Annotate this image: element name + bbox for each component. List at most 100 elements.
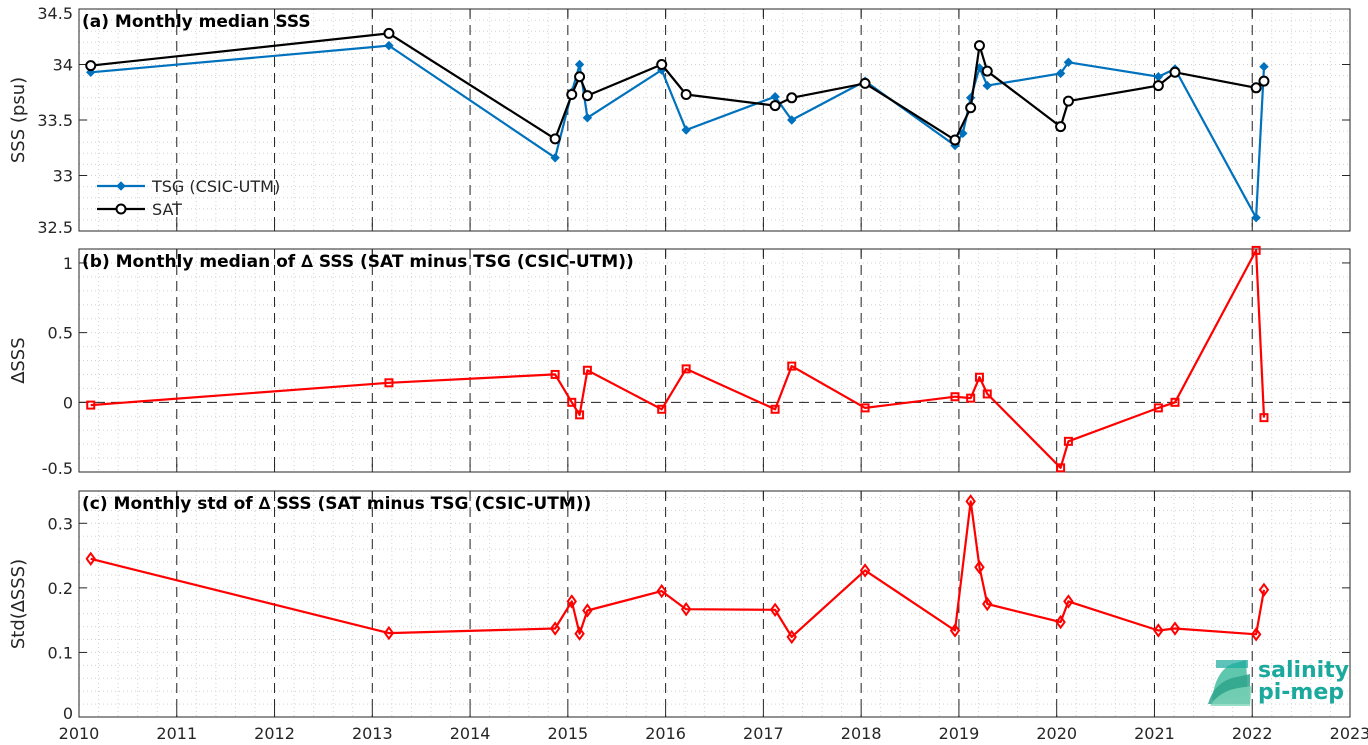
y-tick-label: 0.1 bbox=[48, 643, 73, 662]
data-point bbox=[384, 378, 394, 388]
data-point bbox=[981, 65, 993, 77]
data-point bbox=[786, 92, 798, 104]
data-point bbox=[383, 27, 395, 39]
x-tick-label: 2022 bbox=[1232, 724, 1273, 743]
data-point bbox=[965, 494, 976, 509]
data-point bbox=[575, 410, 585, 420]
data-point bbox=[1251, 212, 1261, 223]
data-point bbox=[567, 397, 577, 407]
y-tick-label: 0.5 bbox=[48, 324, 73, 343]
data-point bbox=[982, 389, 992, 399]
data-point bbox=[1259, 62, 1269, 72]
data-point bbox=[1170, 397, 1180, 407]
panel-title: (b) Monthly median of ∆ SSS (SAT minus T… bbox=[82, 252, 634, 272]
logo-mark-icon bbox=[1208, 660, 1252, 706]
x-tick-label: 2019 bbox=[939, 724, 980, 743]
data-point bbox=[85, 60, 97, 72]
minor-grid bbox=[79, 8, 1350, 232]
x-tick-label: 2014 bbox=[450, 724, 491, 743]
legend: TSG (CSIC-UTM) SAT bbox=[97, 177, 280, 219]
panel-2: -0.5 0 0.5 1 ∆SSS (b) Monthly median of ∆ SSS… bbox=[8, 245, 1351, 478]
x-tick-labels: 2010 2011 2012 2013 2014 2015 2016 2017 2018 2019… bbox=[59, 724, 1368, 743]
series-2 bbox=[85, 27, 1270, 146]
y-tick-label: 32.5 bbox=[37, 218, 73, 237]
data-point bbox=[1063, 594, 1074, 609]
y-tick-label: 33 bbox=[53, 167, 73, 186]
y-axis-label: SSS (psu) bbox=[8, 77, 29, 163]
series-1 bbox=[85, 494, 1270, 645]
series-1 bbox=[86, 245, 1269, 473]
axes-box bbox=[78, 490, 1351, 718]
data-point bbox=[958, 128, 968, 139]
y-tick-label: 34 bbox=[53, 56, 73, 75]
y-axis-label: Std(∆SSS) bbox=[8, 559, 29, 649]
logo-line2: pi-mep bbox=[1258, 680, 1344, 705]
data-point bbox=[950, 392, 960, 402]
y-tick-label: -0.5 bbox=[42, 459, 73, 478]
data-point bbox=[1063, 436, 1073, 446]
x-tick-label: 2010 bbox=[59, 724, 100, 743]
data-point bbox=[681, 125, 691, 135]
data-point bbox=[574, 626, 585, 641]
data-point bbox=[1169, 621, 1181, 636]
data-point bbox=[1250, 82, 1262, 94]
data-point bbox=[769, 100, 781, 112]
x-tick-label: 2011 bbox=[156, 724, 197, 743]
data-point bbox=[1258, 75, 1270, 87]
data-point bbox=[859, 563, 871, 578]
y-tick-label: 34.5 bbox=[37, 4, 73, 23]
series-line bbox=[90, 500, 1266, 639]
logo-line1: salinity bbox=[1258, 658, 1349, 683]
x-tick-label: 2020 bbox=[1036, 724, 1077, 743]
y-tick-label: 1 bbox=[63, 254, 73, 273]
y-tick-label: 0.2 bbox=[48, 579, 73, 598]
data-point bbox=[1251, 245, 1261, 255]
legend-marker bbox=[115, 203, 127, 215]
y-tick-label: 0 bbox=[63, 393, 73, 412]
data-point bbox=[982, 596, 993, 612]
data-point bbox=[1055, 614, 1066, 630]
minor-grid bbox=[79, 491, 1350, 718]
data-point bbox=[1250, 627, 1262, 642]
data-point bbox=[574, 71, 586, 83]
x-tick-label: 2016 bbox=[645, 724, 686, 743]
data-point bbox=[384, 40, 394, 51]
data-point bbox=[1259, 413, 1269, 423]
data-point bbox=[86, 400, 96, 410]
data-point bbox=[949, 134, 961, 146]
data-point bbox=[974, 372, 984, 382]
data-point bbox=[550, 153, 560, 163]
series-line bbox=[90, 249, 1266, 469]
x-tick-label: 2023 bbox=[1330, 724, 1368, 743]
data-point bbox=[656, 583, 667, 599]
x-tick-label: 2015 bbox=[547, 724, 588, 743]
data-point bbox=[383, 625, 395, 641]
x-tick-label: 2012 bbox=[254, 724, 295, 743]
panel-1: 32.5 33 33.5 34 34.5 SSS (psu) (a) Monthly med… bbox=[8, 4, 1351, 237]
x-tick-label: 2013 bbox=[352, 724, 393, 743]
data-point bbox=[786, 629, 797, 645]
salinity-pi-mep-logo: salinity pi-mep bbox=[1208, 658, 1349, 706]
legend-label: TSG (CSIC-UTM) bbox=[151, 177, 280, 196]
data-point bbox=[1062, 95, 1074, 107]
data-point bbox=[1153, 72, 1164, 82]
panel-title: (c) Monthly std of ∆ SSS (SAT minus TSG … bbox=[82, 494, 591, 514]
data-point bbox=[574, 59, 585, 70]
data-point bbox=[949, 623, 961, 638]
data-point bbox=[1056, 463, 1066, 473]
data-point bbox=[566, 88, 578, 100]
data-point bbox=[1153, 403, 1163, 413]
minor-grid bbox=[79, 248, 1350, 473]
series-line bbox=[90, 32, 1265, 142]
data-point bbox=[85, 551, 96, 567]
data-point bbox=[966, 393, 976, 403]
data-point bbox=[550, 369, 560, 379]
data-point bbox=[769, 602, 781, 618]
data-point bbox=[566, 594, 577, 609]
x-tick-label: 2021 bbox=[1134, 724, 1175, 743]
legend-marker bbox=[116, 181, 126, 191]
data-point bbox=[680, 88, 692, 100]
data-point bbox=[656, 59, 668, 70]
legend-label: SAT bbox=[152, 200, 182, 219]
